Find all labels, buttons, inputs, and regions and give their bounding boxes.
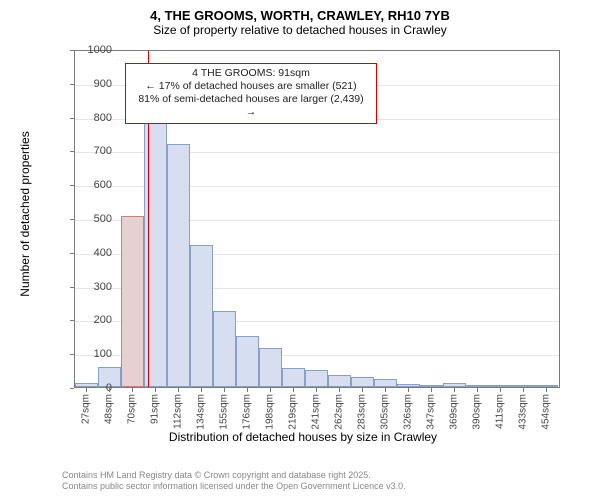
histogram-bar (512, 385, 535, 387)
histogram-bar (167, 144, 190, 387)
histogram-bar (466, 385, 489, 387)
y-tick-mark (70, 185, 74, 186)
histogram-bar (351, 377, 374, 387)
histogram-bar (282, 368, 305, 387)
histogram-bar (443, 383, 466, 387)
plot-area: 4 THE GROOMS: 91sqm← 17% of detached hou… (74, 50, 560, 388)
histogram-bar (420, 385, 443, 387)
callout-box: 4 THE GROOMS: 91sqm← 17% of detached hou… (125, 63, 377, 124)
histogram-bar (213, 311, 236, 387)
y-tick-label: 600 (78, 179, 112, 191)
x-tick-mark (247, 388, 248, 392)
x-tick-label: 305sqm (379, 394, 390, 430)
histogram-bar (328, 375, 351, 387)
y-tick-mark (70, 118, 74, 119)
histogram-bar (121, 216, 144, 387)
x-tick-mark (132, 388, 133, 392)
histogram-bar (190, 245, 213, 387)
x-tick-mark (500, 388, 501, 392)
callout-line: ← 17% of detached houses are smaller (52… (132, 80, 370, 93)
y-tick-mark (70, 253, 74, 254)
x-tick-label: 411sqm (494, 394, 505, 429)
y-tick-mark (70, 287, 74, 288)
x-tick-mark (109, 388, 110, 392)
y-tick-mark (70, 388, 74, 389)
page-title-address: 4, THE GROOMS, WORTH, CRAWLEY, RH10 7YB (0, 8, 600, 23)
y-tick-mark (70, 320, 74, 321)
x-tick-label: 198sqm (264, 394, 275, 430)
attribution-footer: Contains HM Land Registry data © Crown c… (62, 470, 406, 493)
y-tick-label: 300 (78, 281, 112, 293)
y-tick-label: 400 (78, 247, 112, 259)
y-tick-mark (70, 84, 74, 85)
y-tick-label: 200 (78, 314, 112, 326)
y-tick-label: 700 (78, 145, 112, 157)
x-tick-mark (201, 388, 202, 392)
x-tick-label: 433sqm (517, 394, 528, 430)
x-tick-label: 454sqm (540, 394, 551, 430)
y-tick-label: 100 (78, 348, 112, 360)
x-tick-mark (270, 388, 271, 392)
histogram-bar (535, 385, 558, 387)
callout-line: 81% of semi-detached houses are larger (… (132, 93, 370, 119)
x-tick-mark (86, 388, 87, 392)
x-tick-mark (385, 388, 386, 392)
callout-line: 4 THE GROOMS: 91sqm (132, 67, 370, 80)
x-tick-label: 48sqm (103, 394, 114, 424)
x-tick-mark (178, 388, 179, 392)
x-tick-mark (362, 388, 363, 392)
y-tick-label: 800 (78, 112, 112, 124)
y-tick-mark (70, 151, 74, 152)
x-tick-mark (454, 388, 455, 392)
x-tick-label: 390sqm (471, 394, 482, 430)
x-tick-mark (339, 388, 340, 392)
y-tick-mark (70, 354, 74, 355)
x-tick-label: 326sqm (402, 394, 413, 430)
y-tick-label: 500 (78, 213, 112, 225)
x-tick-mark (293, 388, 294, 392)
x-tick-label: 219sqm (287, 394, 298, 430)
x-tick-label: 241sqm (310, 394, 321, 430)
x-tick-label: 283sqm (356, 394, 367, 430)
x-tick-mark (155, 388, 156, 392)
x-tick-mark (477, 388, 478, 392)
footer-line: Contains HM Land Registry data © Crown c… (62, 470, 406, 481)
x-tick-label: 112sqm (172, 394, 183, 429)
x-tick-label: 91sqm (149, 394, 160, 424)
histogram-bar (236, 336, 259, 387)
histogram-bar (259, 348, 282, 387)
x-tick-label: 27sqm (80, 394, 91, 424)
x-tick-label: 176sqm (241, 394, 252, 430)
x-tick-label: 134sqm (195, 394, 206, 430)
y-tick-mark (70, 219, 74, 220)
x-tick-label: 347sqm (425, 394, 436, 430)
histogram-bar (374, 379, 397, 387)
x-tick-label: 70sqm (126, 394, 137, 424)
y-tick-label: 900 (78, 78, 112, 90)
x-tick-mark (546, 388, 547, 392)
histogram-chart: Number of detached properties 4 THE GROO… (38, 44, 568, 434)
y-tick-label: 1000 (78, 44, 112, 56)
x-tick-label: 369sqm (448, 394, 459, 430)
x-tick-label: 155sqm (218, 394, 229, 430)
x-axis-label: Distribution of detached houses by size … (38, 430, 568, 444)
histogram-bar (305, 370, 328, 387)
y-tick-label: 0 (78, 382, 112, 394)
x-tick-mark (523, 388, 524, 392)
page-title-sub: Size of property relative to detached ho… (0, 23, 600, 37)
x-tick-mark (316, 388, 317, 392)
x-tick-mark (408, 388, 409, 392)
x-tick-label: 262sqm (333, 394, 344, 430)
x-tick-mark (224, 388, 225, 392)
y-tick-mark (70, 50, 74, 51)
footer-line: Contains public sector information licen… (62, 481, 406, 492)
histogram-bar (397, 384, 420, 387)
x-tick-mark (431, 388, 432, 392)
histogram-bar (489, 385, 512, 387)
